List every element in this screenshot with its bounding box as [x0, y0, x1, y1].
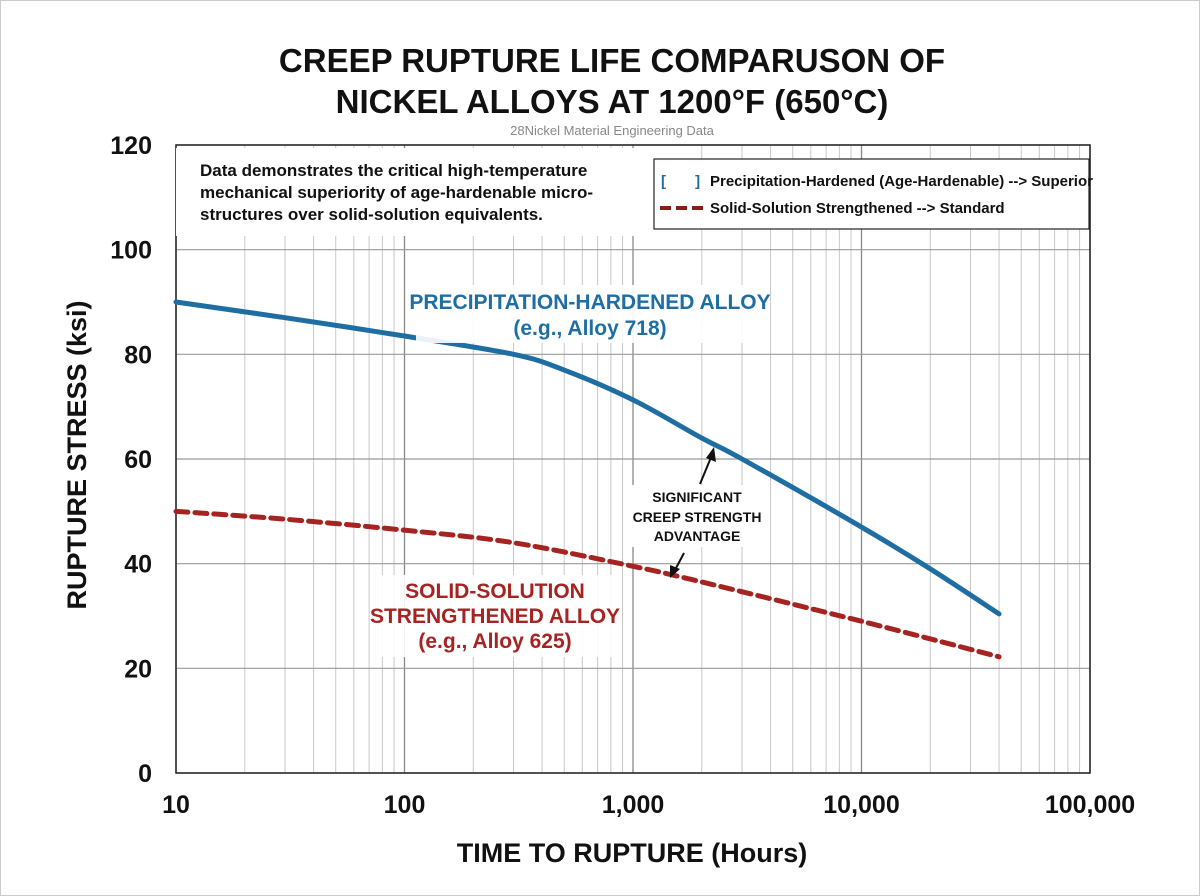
legend-label-solid-solution: Solid-Solution Strengthened --> Standard	[710, 200, 1005, 217]
plot-frame	[175, 144, 1091, 774]
annotation-line-1: SIGNIFICANT	[652, 489, 742, 505]
annotation-arrow-down	[674, 552, 685, 571]
label-precipitation-hardened: PRECIPITATION-HARDENED ALLOY (e.g., Allo…	[409, 285, 771, 343]
annotation-arrowhead-up	[706, 447, 716, 462]
y-tick-label: 60	[124, 446, 152, 474]
x-tick-label: 100	[384, 791, 426, 819]
x-axis-label: TIME TO RUPTURE (Hours)	[457, 838, 808, 868]
y-tick-label: 120	[110, 132, 152, 160]
legend-marker-precipitation: [ ]	[661, 173, 700, 190]
note-line-3: structures over solid-solution equivalen…	[200, 205, 543, 224]
label-solid-line-3: (e.g., Alloy 625)	[418, 630, 571, 653]
legend: [ ] Precipitation-Hardened (Age-Hardenab…	[653, 158, 1093, 230]
label-solid-line-2: STRENGTHENED ALLOY	[370, 605, 620, 628]
annotation-advantage: SIGNIFICANT CREEP STRENGTH ADVANTAGE	[624, 447, 770, 578]
annotation-arrowhead-down	[670, 565, 680, 578]
label-precipitation-line-1: PRECIPITATION-HARDENED ALLOY	[409, 291, 770, 314]
note-line-2: mechanical superiority of age-hardenable…	[200, 183, 593, 202]
y-tick-label: 80	[124, 341, 152, 369]
x-tick-label: 100,000	[1045, 791, 1135, 819]
series-lines	[173, 299, 1002, 660]
chart-title-line-2: NICKEL ALLOYS AT 1200°F (650°C)	[336, 83, 889, 120]
annotation-arrow-up	[699, 454, 713, 485]
chart-subtitle: 28Nickel Material Engineering Data	[510, 123, 715, 138]
y-axis-label: RUPTURE STRESS (ksi)	[62, 300, 92, 609]
y-tick-label: 100	[110, 237, 152, 265]
chart-title-line-1: CREEP RUPTURE LIFE COMPARUSON OF	[279, 42, 945, 79]
x-tick-label: 10,000	[823, 791, 899, 819]
x-tick-label: 10	[162, 791, 190, 819]
note-line-1: Data demonstrates the critical high-temp…	[200, 161, 587, 180]
tick-labels: 10 100 1,000 10,000 100,000 0 20 40 60 80 100 120	[110, 132, 1135, 819]
grid	[175, 144, 1091, 774]
label-solid-line-1: SOLID-SOLUTION	[405, 580, 585, 603]
x-tick-label: 1,000	[602, 791, 665, 819]
note-box: Data demonstrates the critical high-temp…	[176, 148, 636, 236]
y-tick-label: 40	[124, 551, 152, 579]
series-line-precipitation-hardened	[173, 299, 1002, 617]
label-precipitation-line-2: (e.g., Alloy 718)	[513, 317, 666, 340]
y-tick-label: 20	[124, 655, 152, 683]
label-solid-solution: SOLID-SOLUTION STRENGTHENED ALLOY (e.g.,…	[370, 575, 620, 657]
annotation-line-2: CREEP STRENGTH	[633, 509, 762, 525]
annotation-line-3: ADVANTAGE	[654, 528, 741, 544]
legend-label-precipitation: Precipitation-Hardened (Age-Hardenable) …	[710, 173, 1093, 190]
series-line-solid-solution	[173, 508, 1002, 660]
y-tick-label: 0	[138, 760, 152, 788]
